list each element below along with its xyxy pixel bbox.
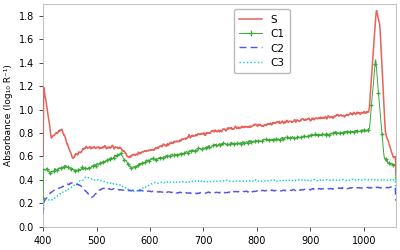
Legend: S, C1, C2, C3: S, C1, C2, C3 bbox=[234, 10, 290, 73]
Y-axis label: Absorbance (log₁₀ R⁻¹): Absorbance (log₁₀ R⁻¹) bbox=[4, 64, 13, 166]
